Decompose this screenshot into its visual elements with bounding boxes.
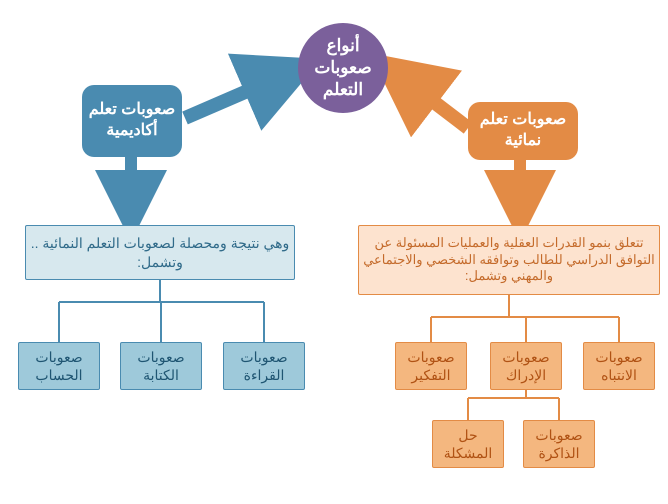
- leaf-developmental-3: صعوبات الذاكرة: [523, 420, 595, 468]
- leaf-academic-2: صعوبات الحساب: [18, 342, 100, 390]
- root-node: أنواع صعوبات التعلم: [298, 23, 388, 113]
- leaf-developmental-0: صعوبات الانتباه: [583, 342, 655, 390]
- branch-desc-academic: وهي نتيجة ومحصلة لصعوبات التعلم النمائية…: [25, 225, 295, 280]
- branch-desc-developmental: تتعلق بنمو القدرات العقلية والعمليات الم…: [358, 225, 660, 295]
- branch-header-academic: صعوبات تعلم أكاديمية: [82, 85, 182, 157]
- leaf-academic-0: صعوبات القراءة: [223, 342, 305, 390]
- branch-header-developmental: صعوبات تعلم نمائية: [468, 102, 578, 160]
- leaf-developmental-1: صعوبات الإدراك: [490, 342, 562, 390]
- leaf-developmental-4: حل المشكلة: [432, 420, 504, 468]
- leaf-developmental-2: صعوبات التفكير: [395, 342, 467, 390]
- leaf-academic-1: صعوبات الكتابة: [120, 342, 202, 390]
